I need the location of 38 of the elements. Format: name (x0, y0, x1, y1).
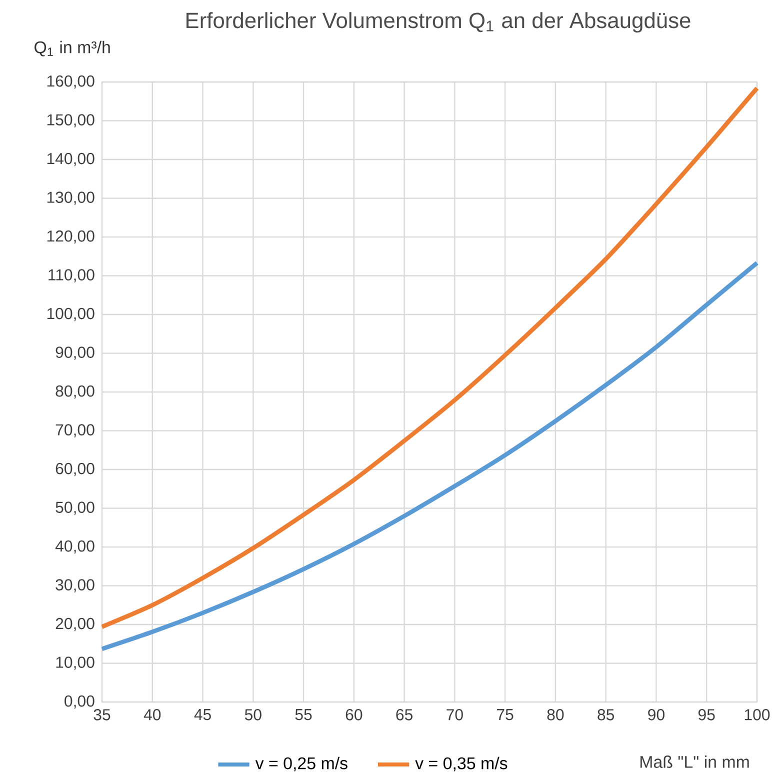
x-tick-label: 75 (497, 709, 514, 720)
line-series (100, 260, 760, 652)
line-series (100, 86, 760, 630)
x-tick-label: 55 (295, 709, 312, 720)
y-tick-label: 10,00 (56, 656, 94, 670)
x-axis-title: Maß "L" in mm (640, 756, 749, 768)
y-tick-label: 30,00 (56, 579, 94, 592)
y-tick-label: 70,00 (56, 424, 94, 438)
y-tick-label: 50,00 (56, 502, 94, 515)
legend-label: v = 0,25 m/s (255, 756, 348, 772)
y-tick-label: 130,00 (47, 192, 94, 205)
x-tick-label: 40 (144, 709, 161, 720)
x-tick-label: 95 (698, 709, 715, 720)
y-tick-label: 60,00 (56, 462, 94, 476)
y-tick-label: 110,00 (48, 269, 94, 282)
x-tick-label: 90 (648, 709, 664, 720)
x-tick-label: 65 (396, 709, 412, 720)
y-tick-label: 20,00 (56, 618, 94, 632)
y-tick-label: 120,00 (47, 230, 94, 244)
x-tick-label: 100 (744, 709, 770, 720)
x-tick-label: 80 (547, 709, 564, 720)
x-tick-label: 85 (598, 709, 614, 720)
y-tick-label: 40,00 (55, 540, 94, 554)
chart-title: Erforderlicher Volumenstrom Q$_{1}$ an der Absaugdüse (186, 12, 690, 33)
y-tick-label: 100,00 (47, 308, 94, 322)
x-tick-label: 35 (94, 709, 110, 720)
y-tick-label: 80,00 (56, 385, 94, 399)
y-axis-title: Q$_{1}$ in m³/h (34, 40, 110, 56)
x-tick-label: 70 (446, 709, 463, 720)
y-tick-label: 0,00 (64, 695, 94, 709)
y-tick-label: 140,00 (47, 152, 94, 166)
y-tick-label: 150,00 (47, 114, 94, 128)
x-tick-label: 50 (244, 709, 262, 720)
x-tick-label: 60 (346, 709, 362, 720)
legend-label: v = 0,35 m/s (415, 756, 508, 772)
y-tick-label: 160,00 (47, 75, 94, 89)
x-tick-label: 45 (194, 709, 211, 720)
y-tick-label: 90,00 (56, 346, 94, 360)
